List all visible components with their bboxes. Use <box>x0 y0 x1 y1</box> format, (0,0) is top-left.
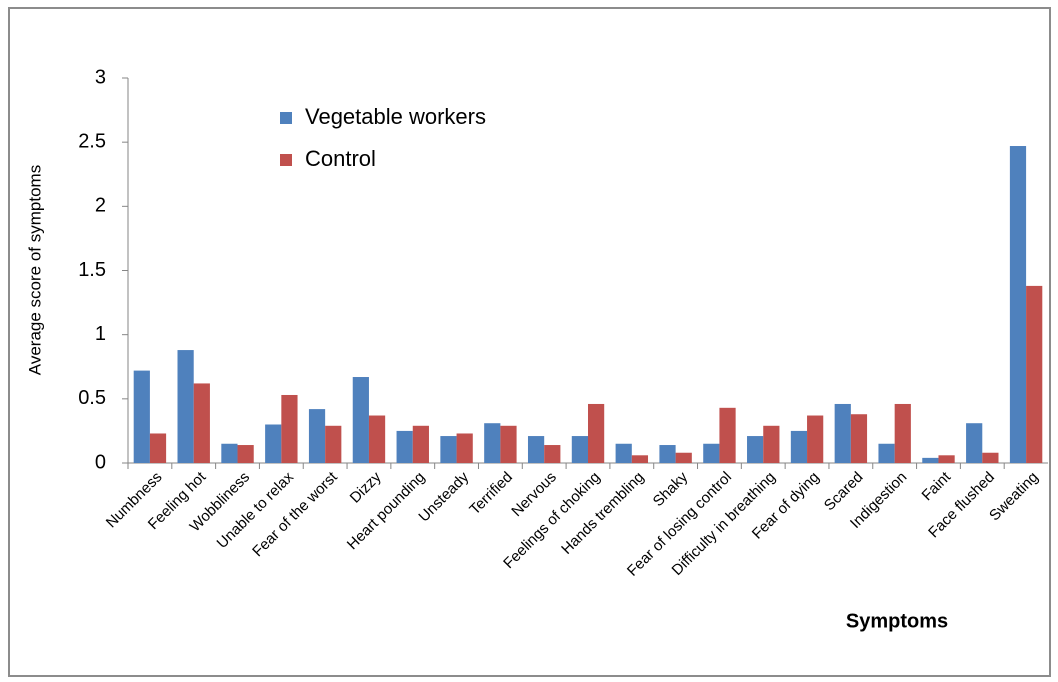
bar <box>396 430 413 463</box>
bar <box>527 436 545 463</box>
bar <box>675 452 692 463</box>
bar <box>149 433 167 463</box>
bar <box>544 445 561 463</box>
legend-label: Vegetable workers <box>305 104 486 129</box>
bar <box>265 424 282 463</box>
x-tick-label: Sweating <box>986 469 1042 525</box>
y-tick-label: 2.5 <box>78 130 106 152</box>
legend-swatch <box>280 154 292 166</box>
bar <box>850 414 868 463</box>
bar <box>966 423 983 463</box>
bar <box>133 370 150 463</box>
x-tick-label: Shaky <box>650 468 692 510</box>
bar <box>1009 146 1027 463</box>
bar <box>878 443 895 463</box>
bar <box>237 445 254 463</box>
bar <box>807 415 824 463</box>
legend-swatch <box>280 112 292 124</box>
bar <box>719 407 736 463</box>
bar <box>703 443 720 463</box>
bar <box>571 436 588 463</box>
bar <box>922 457 939 463</box>
bar <box>588 403 605 463</box>
bar <box>790 430 808 463</box>
bar <box>325 425 342 463</box>
x-tick-label: Unable to relax <box>214 468 298 552</box>
bar <box>352 377 369 463</box>
y-tick-label: 1.5 <box>78 259 106 281</box>
bar <box>412 425 429 463</box>
bar <box>834 403 851 463</box>
legend-label: Control <box>305 146 376 171</box>
x-tick-label: Terrified <box>466 469 516 519</box>
x-tick-label: Dizzy <box>347 468 385 506</box>
bar <box>193 383 210 463</box>
bar <box>368 415 386 463</box>
x-tick-label: Faint <box>919 468 955 504</box>
x-tick-label: Hands trembling <box>558 469 647 558</box>
bar <box>615 443 632 463</box>
x-tick-label: Heart pounding <box>344 469 429 554</box>
bar <box>631 455 649 463</box>
y-tick-label: 1 <box>95 323 106 345</box>
bar <box>982 452 999 463</box>
chart-frame <box>8 7 1051 677</box>
bar <box>747 436 764 463</box>
y-tick-label: 0.5 <box>78 387 106 409</box>
y-tick-label: 2 <box>95 195 106 217</box>
bar <box>440 436 457 463</box>
bar <box>281 394 298 463</box>
x-axis-label: Symptoms <box>846 610 948 632</box>
bar <box>484 423 501 463</box>
bar <box>938 455 955 463</box>
y-axis-label: Average score of symptoms <box>25 165 44 375</box>
bar <box>763 425 780 463</box>
bar <box>1026 285 1043 463</box>
bar <box>659 445 676 463</box>
bar <box>500 425 517 463</box>
bar <box>221 443 238 463</box>
y-tick-label: 0 <box>95 451 106 473</box>
bar <box>894 403 911 463</box>
bar <box>308 409 326 463</box>
bar <box>456 433 473 463</box>
y-tick-label: 3 <box>95 66 106 88</box>
bar <box>177 350 194 463</box>
